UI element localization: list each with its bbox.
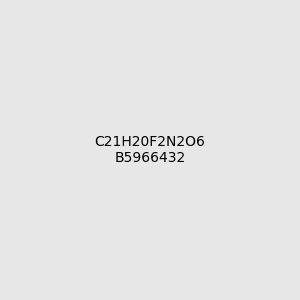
Text: C21H20F2N2O6
B5966432: C21H20F2N2O6 B5966432: [94, 135, 206, 165]
